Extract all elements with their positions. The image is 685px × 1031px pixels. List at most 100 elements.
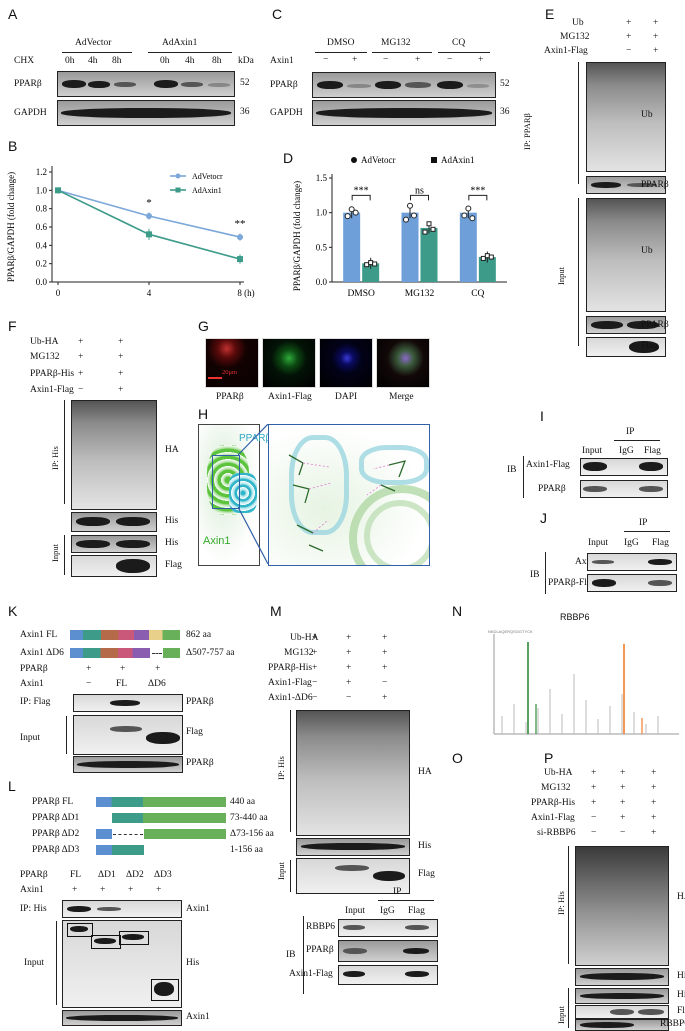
- axin1-flag-label: Axin1-Flag: [30, 385, 74, 395]
- igg-label: IgG: [619, 446, 634, 456]
- zoom-box: [212, 455, 240, 509]
- construct-label: PPARβ ΔD1: [32, 813, 80, 823]
- length-label: 862 aa: [186, 630, 212, 640]
- plus: +: [382, 648, 388, 658]
- his-label: His: [165, 516, 179, 526]
- ms-title: RBBP6: [560, 612, 590, 622]
- gapdh-label: GAPDH: [270, 108, 303, 118]
- axin1-flag-label: Axin1-Flag: [531, 813, 575, 823]
- stain-label: PPARβ: [216, 392, 244, 402]
- flag-label: Flag: [677, 1006, 685, 1016]
- plus: +: [118, 369, 124, 379]
- data-point: [55, 187, 61, 194]
- plus: +: [382, 633, 388, 643]
- plus: +: [118, 337, 124, 347]
- kda-label: kDa: [238, 56, 254, 66]
- blot-axin1-ip: [62, 900, 182, 918]
- ip-his-label: IP: His: [556, 891, 566, 915]
- his-label: His: [418, 841, 432, 851]
- structure-detail: [268, 424, 430, 566]
- ppar-label: PPARβ: [20, 870, 48, 880]
- input-label: Input: [20, 733, 41, 743]
- data-point: [364, 262, 370, 268]
- lane-label: ΔD2: [126, 870, 144, 880]
- legend-label: AdAxin1: [192, 186, 222, 195]
- plus: +: [78, 369, 84, 379]
- bracket: [64, 400, 65, 504]
- zoom-lines: [238, 424, 268, 564]
- plus: +: [155, 664, 161, 674]
- construct-label: Axin1 FL: [20, 630, 58, 640]
- group-label: CQ: [452, 38, 466, 48]
- x-tick-label: 4: [147, 288, 152, 298]
- significance-label: **: [235, 218, 246, 230]
- plus: +: [346, 678, 352, 688]
- legend-marker: [175, 187, 181, 193]
- blot-ppar: [57, 71, 235, 97]
- y-tick-label: 1.5: [316, 173, 328, 183]
- y-tick-label: 0.0: [36, 277, 48, 287]
- significance-bracket: [351, 194, 371, 201]
- plus: +: [653, 46, 659, 56]
- ppar-his-label: PPARβ-His: [268, 663, 313, 673]
- domain-bar-d6: [70, 648, 150, 658]
- blot-ppar-input: [73, 756, 183, 773]
- input-label: Input: [345, 906, 366, 916]
- minus: −: [383, 55, 389, 65]
- panel-label-f: F: [8, 318, 17, 334]
- rbbp6-label: RBBP6: [306, 922, 336, 932]
- data-point: [484, 253, 490, 259]
- construct-label: PPARβ ΔD3: [32, 845, 80, 855]
- input-label: Input: [556, 267, 566, 285]
- y-tick-label: 0.4: [36, 240, 48, 250]
- bar: [362, 263, 380, 282]
- ha-label: HA: [418, 767, 432, 777]
- underline: [372, 52, 432, 53]
- blot-ha: [296, 710, 410, 836]
- minus: −: [447, 55, 453, 65]
- data-point: [344, 213, 351, 220]
- deletion-dash: [152, 653, 162, 654]
- panel-label-n: N: [452, 603, 463, 619]
- bar: [478, 257, 496, 282]
- mg132-label: MG132: [560, 32, 590, 42]
- data-point: [372, 261, 378, 267]
- lane-label: ΔD3: [154, 870, 172, 880]
- plus: +: [626, 18, 632, 28]
- chart-b: 0.0 0.2 0.4 0.6 0.8 1.0 1.2 0 4 8 (h) PPARβ/GAPDH …: [6, 166, 255, 298]
- x-tick-label: 0: [56, 288, 61, 298]
- input-label: Input: [24, 958, 45, 968]
- bracket: [64, 535, 65, 575]
- blot-ppar-input: [586, 316, 666, 334]
- image-dapi: [319, 338, 373, 388]
- data-point: [146, 213, 152, 219]
- ppar-label: PPARβ: [186, 758, 214, 768]
- bracket: [290, 860, 291, 892]
- plus: +: [626, 32, 632, 42]
- ub-ha-label: Ub-HA: [290, 633, 319, 643]
- ppar-label: PPARβ: [641, 180, 669, 190]
- flag-label: Flag: [418, 869, 435, 879]
- domain-bar-d6-end: [163, 648, 180, 658]
- input-label: Input: [582, 446, 603, 456]
- stain-label: Merge: [389, 392, 414, 402]
- significance-label: ***: [354, 185, 369, 196]
- flag-label: Flag: [644, 446, 661, 456]
- construct-label: PPARβ FL: [32, 797, 74, 807]
- blot-axin1: [587, 553, 677, 571]
- legend-marker: [175, 173, 181, 179]
- minus: −: [312, 678, 318, 688]
- ib-label: IB: [286, 950, 296, 960]
- domain-bar: [144, 829, 226, 839]
- y-tick-label: 0.2: [36, 259, 47, 269]
- ppar-his-label: PPARβ-His: [30, 369, 75, 379]
- y-tick-label: 0.5: [316, 242, 328, 252]
- significance-label: *: [146, 197, 152, 209]
- bar: [420, 227, 438, 282]
- underline: [315, 52, 367, 53]
- input-label: Input: [588, 538, 609, 548]
- time-label: 4h: [88, 56, 98, 66]
- igg-label: IgG: [380, 906, 395, 916]
- minus: −: [323, 55, 329, 65]
- his-label: His: [677, 971, 685, 981]
